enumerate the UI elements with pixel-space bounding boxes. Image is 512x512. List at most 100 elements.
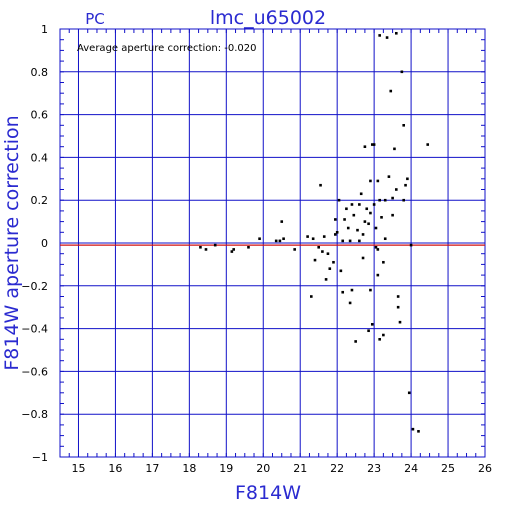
- data-point: [382, 333, 385, 337]
- data-point: [382, 260, 385, 264]
- data-point: [328, 267, 332, 270]
- data-point: [247, 245, 250, 249]
- data-point: [199, 245, 202, 249]
- x-tick-label: 23: [367, 462, 381, 475]
- data-point: [417, 430, 420, 433]
- data-point: [369, 211, 372, 215]
- data-point: [378, 198, 381, 202]
- data-point: [358, 239, 361, 243]
- data-point: [348, 301, 352, 305]
- data-point: [324, 278, 328, 281]
- y-tick-label: 0.6: [31, 109, 49, 122]
- data-point: [409, 243, 413, 247]
- data-point: [361, 256, 365, 260]
- data-point: [407, 391, 411, 395]
- data-point: [346, 226, 350, 230]
- y-tick-label: −0.4: [21, 323, 48, 336]
- data-point: [335, 231, 339, 234]
- x-tick-label: 25: [441, 462, 455, 475]
- data-point: [411, 427, 415, 431]
- data-point: [395, 188, 398, 191]
- data-point: [334, 233, 337, 236]
- x-tick-label: 18: [182, 462, 196, 475]
- data-point: [383, 237, 387, 241]
- data-point: [372, 203, 376, 206]
- data-point: [339, 269, 343, 273]
- data-point: [369, 179, 372, 183]
- grid: [59, 28, 486, 458]
- data-point: [350, 288, 354, 292]
- y-axis-label: F814W aperture correction: [1, 115, 23, 370]
- data-point: [396, 295, 400, 298]
- data-point: [363, 145, 367, 148]
- data-point: [402, 198, 405, 202]
- data-point: [391, 213, 394, 217]
- x-tick-label: 21: [293, 462, 307, 475]
- x-tick-label: 16: [108, 462, 122, 475]
- y-tick-label: 1: [41, 23, 48, 36]
- data-point: [274, 239, 278, 243]
- data-point: [376, 179, 380, 183]
- y-tick-label: −1: [32, 451, 48, 464]
- x-axis-label: F814W: [235, 482, 301, 504]
- data-point: [391, 196, 394, 200]
- data-point: [341, 290, 345, 294]
- y-tick-label: 0.4: [31, 151, 49, 164]
- data-point: [398, 320, 402, 324]
- data-point: [204, 248, 208, 251]
- data-point: [400, 70, 404, 74]
- data-point: [406, 177, 409, 181]
- data-point: [402, 124, 405, 127]
- data-point: [396, 305, 400, 309]
- data-point: [358, 203, 361, 206]
- y-tick-label: 0.2: [31, 194, 49, 207]
- data-point: [426, 143, 430, 146]
- data-point: [313, 258, 317, 262]
- data-point: [367, 222, 370, 226]
- data-point: [376, 248, 380, 251]
- y-tick-label: −0.2: [21, 280, 48, 293]
- x-tick-label: 20: [256, 462, 270, 475]
- average-correction-note: Average aperture correction: -0.020: [77, 43, 257, 54]
- data-point: [348, 239, 352, 243]
- data-point: [359, 192, 363, 196]
- y-tick-label: −0.8: [21, 408, 48, 421]
- x-tick-labels: 15 16 17 18 19 20 21 22 23 24 25 26: [71, 462, 492, 475]
- data-point: [293, 248, 296, 251]
- data-point: [317, 245, 320, 249]
- data-point: [393, 147, 396, 151]
- data-point: [321, 250, 324, 253]
- data-point: [230, 250, 234, 253]
- data-point: [337, 198, 341, 202]
- data-point: [343, 218, 346, 221]
- data-point: [310, 295, 313, 298]
- data-point: [350, 203, 354, 206]
- y-tick-label: 0.8: [31, 66, 49, 79]
- data-point: [374, 245, 378, 249]
- data-point: [326, 252, 330, 255]
- x-tick-label: 26: [478, 462, 492, 475]
- data-point: [334, 218, 337, 221]
- data-point: [404, 183, 407, 187]
- data-point: [369, 288, 372, 292]
- data-point: [352, 213, 356, 217]
- data-point: [378, 34, 381, 37]
- data-point: [380, 216, 383, 219]
- data-point: [383, 198, 387, 202]
- data-point: [258, 237, 261, 241]
- data-point: [345, 207, 348, 211]
- x-tick-label: 19: [219, 462, 233, 475]
- data-point: [363, 220, 367, 223]
- x-tick-label: 17: [145, 462, 159, 475]
- data-point: [370, 323, 374, 326]
- x-tick-label: 22: [330, 462, 344, 475]
- x-tick-label: 24: [404, 462, 418, 475]
- data-point: [341, 239, 345, 243]
- data-point: [356, 228, 359, 232]
- data-point: [370, 143, 374, 146]
- data-point: [395, 31, 398, 35]
- x-tick-label: 15: [71, 462, 85, 475]
- data-point: [374, 226, 378, 230]
- data-point: [322, 235, 326, 238]
